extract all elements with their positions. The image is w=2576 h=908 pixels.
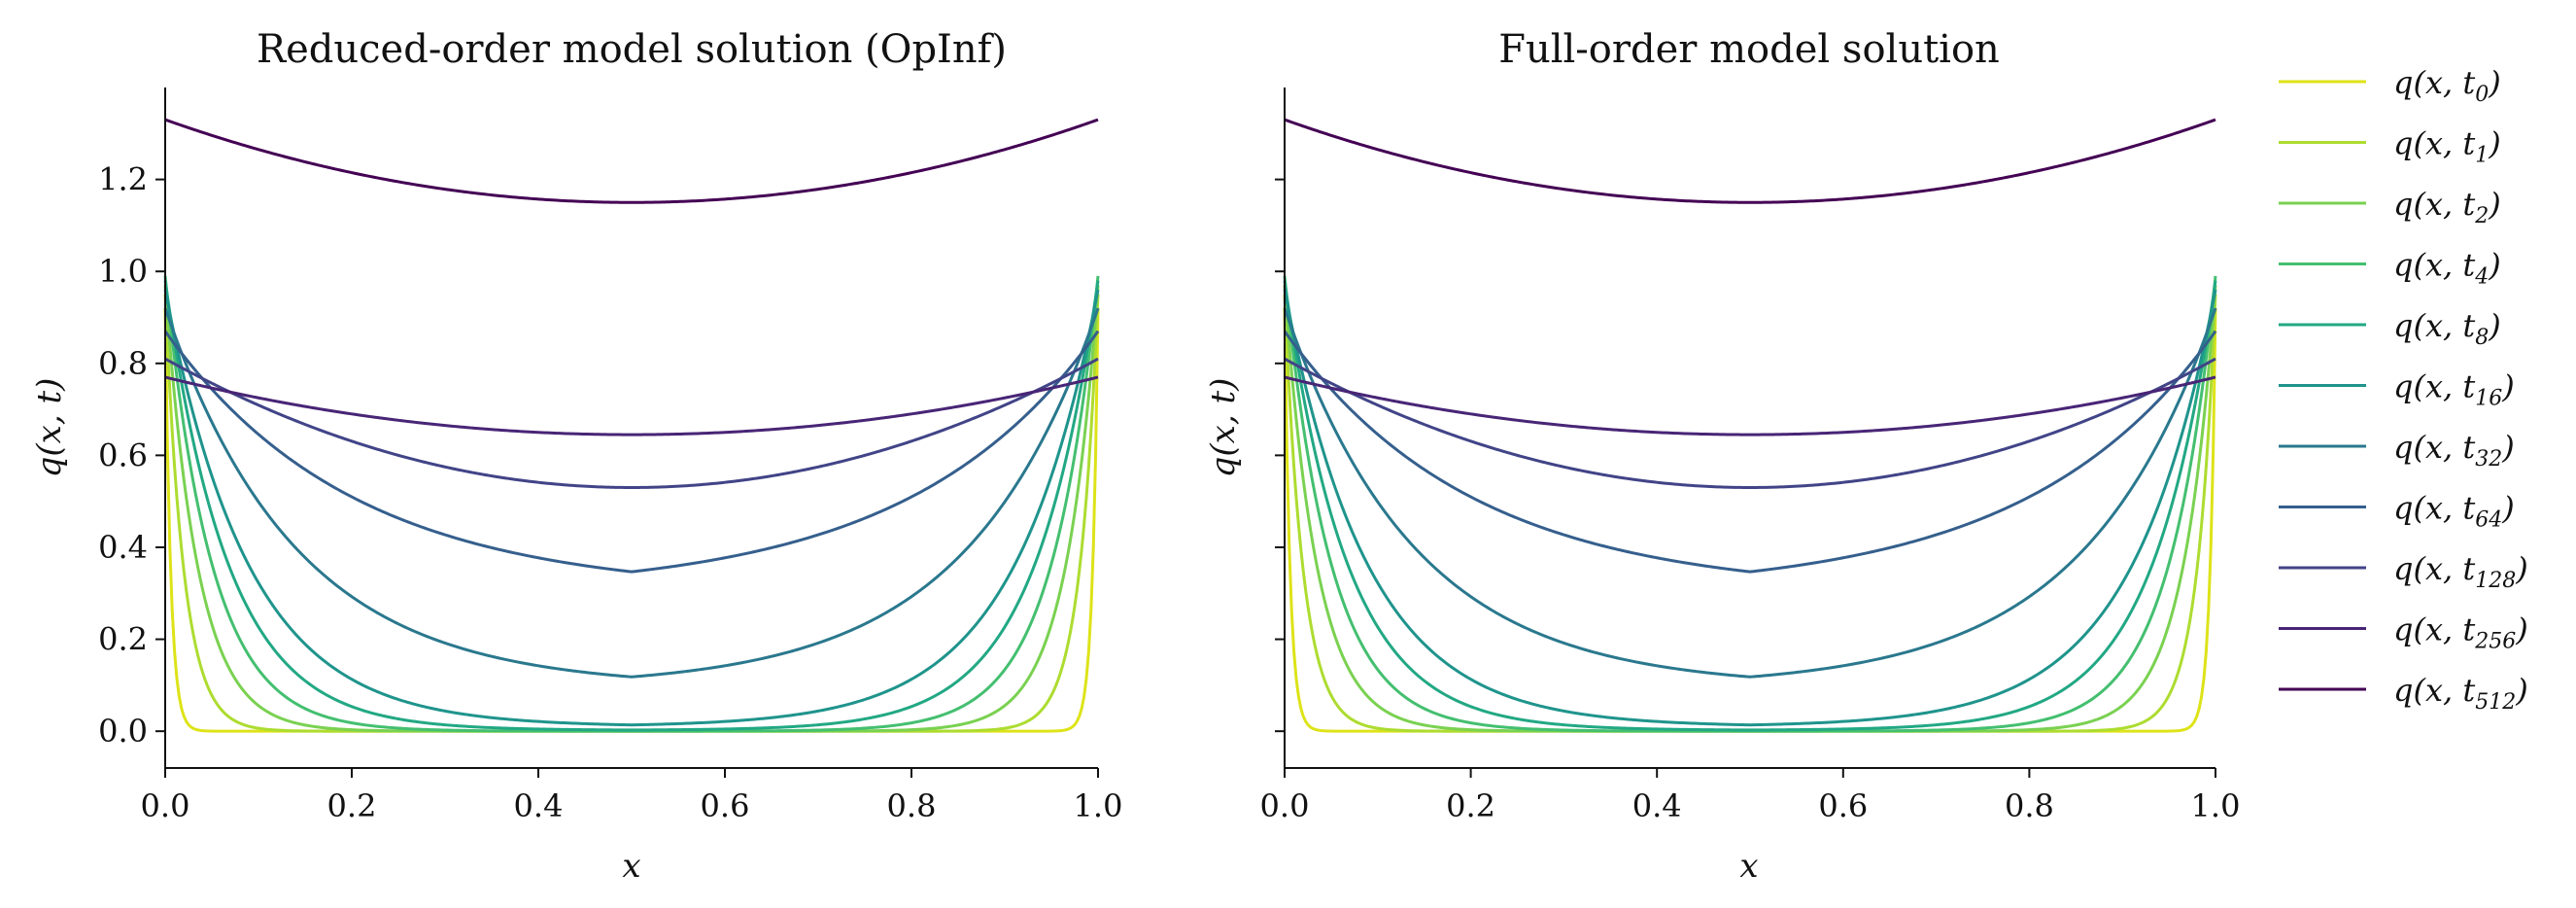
rom-series-line-8 <box>164 357 1099 489</box>
fom-chart-title: Full-order model solution <box>1498 27 2000 72</box>
legend-entry: q(x, t2) <box>2393 186 2501 228</box>
fom-series-line-10 <box>1284 118 2216 204</box>
fom-x-tick-label: 0.8 <box>2005 787 2054 824</box>
legend-entry: q(x, t64) <box>2393 490 2515 533</box>
fom-x-tick-label: 0.4 <box>1632 787 1682 824</box>
rom-series-line-7 <box>163 330 1100 574</box>
legend-entry: q(x, t128) <box>2393 550 2528 593</box>
rom-y-tick-label: 0.0 <box>98 713 148 750</box>
rom-x-axis-label: x <box>622 847 640 886</box>
rom-x-tick-label: 0.0 <box>141 787 190 824</box>
fom-y-axis-label: q(x, t) <box>1204 378 1243 478</box>
fom-series-line-6 <box>1283 307 2217 679</box>
rom-x-tick-label: 0.4 <box>514 787 564 824</box>
legend-entry: q(x, t8) <box>2393 307 2501 350</box>
rom-series-line-1 <box>163 294 1100 733</box>
rom-series-line-5 <box>163 289 1100 727</box>
fom-series-line-8 <box>1284 357 2216 489</box>
legend-entry: q(x, t16) <box>2393 368 2515 411</box>
legend-entry: q(x, t32) <box>2393 429 2515 471</box>
rom-chart-title: Reduced-order model solution (OpInf) <box>257 27 1007 72</box>
rom-panel: Reduced-order model solution (OpInf) 0.0… <box>30 27 1122 886</box>
rom-series-line-6 <box>163 307 1100 679</box>
rom-y-tick-label: 0.6 <box>98 437 148 473</box>
legend-entry: q(x, t512) <box>2393 672 2528 715</box>
fom-series-line-4 <box>1283 280 2217 732</box>
fom-x-tick-label: 0.0 <box>1260 787 1310 824</box>
legend-entry: q(x, t1) <box>2393 125 2501 168</box>
fom-series-line-2 <box>1283 285 2217 733</box>
rom-ticks: 0.0 0.2 0.4 0.6 0.8 1.0 0.0 0.2 0.4 0.6 0.8 1.0 1.2 <box>98 161 1122 824</box>
rom-x-tick-label: 1.0 <box>1074 787 1123 824</box>
rom-y-axis-label: q(x, t) <box>30 378 69 478</box>
fom-series-line-0 <box>1283 308 2217 733</box>
rom-y-tick-label: 0.8 <box>98 345 148 382</box>
rom-x-tick-label: 0.2 <box>327 787 377 824</box>
rom-x-tick-label: 0.8 <box>887 787 937 824</box>
rom-series-line-0 <box>163 308 1100 733</box>
legend-entry: q(x, t256) <box>2393 611 2528 654</box>
fom-series-line-1 <box>1283 294 2217 733</box>
rom-lines <box>163 118 1100 733</box>
rom-x-tick-label: 0.6 <box>701 787 750 824</box>
fom-x-axis-label: x <box>1739 847 1758 886</box>
fom-lines <box>1283 118 2217 733</box>
rom-y-tick-label: 0.4 <box>98 529 148 566</box>
legend-entry: q(x, t4) <box>2393 247 2501 290</box>
fom-series-line-7 <box>1283 330 2217 574</box>
fom-panel: Full-order model solution 0.0 0.2 0.4 0.6 0.… <box>1204 27 2240 886</box>
rom-y-tick-label: 1.0 <box>98 253 148 290</box>
fom-series-line-3 <box>1283 275 2217 733</box>
fom-x-tick-label: 0.2 <box>1446 787 1495 824</box>
fom-ticks: 0.0 0.2 0.4 0.6 0.8 1.0 <box>1260 178 2241 824</box>
fom-x-tick-label: 1.0 <box>2191 787 2241 824</box>
legend: q(x, t0) q(x, t1) q(x, t2) q(x, t4) q(x, t8)… <box>2279 64 2528 715</box>
fom-x-tick-label: 0.6 <box>1818 787 1868 824</box>
rom-series-line-4 <box>163 280 1100 732</box>
rom-series-line-9 <box>164 375 1099 437</box>
legend-entry: q(x, t0) <box>2393 64 2501 107</box>
rom-series-line-10 <box>164 118 1099 204</box>
rom-y-tick-label: 0.2 <box>98 621 148 658</box>
fom-series-line-9 <box>1284 375 2216 437</box>
fom-series-line-5 <box>1283 289 2217 727</box>
rom-series-line-3 <box>163 275 1100 733</box>
rom-y-tick-label: 1.2 <box>98 161 148 198</box>
rom-series-line-2 <box>163 285 1100 733</box>
